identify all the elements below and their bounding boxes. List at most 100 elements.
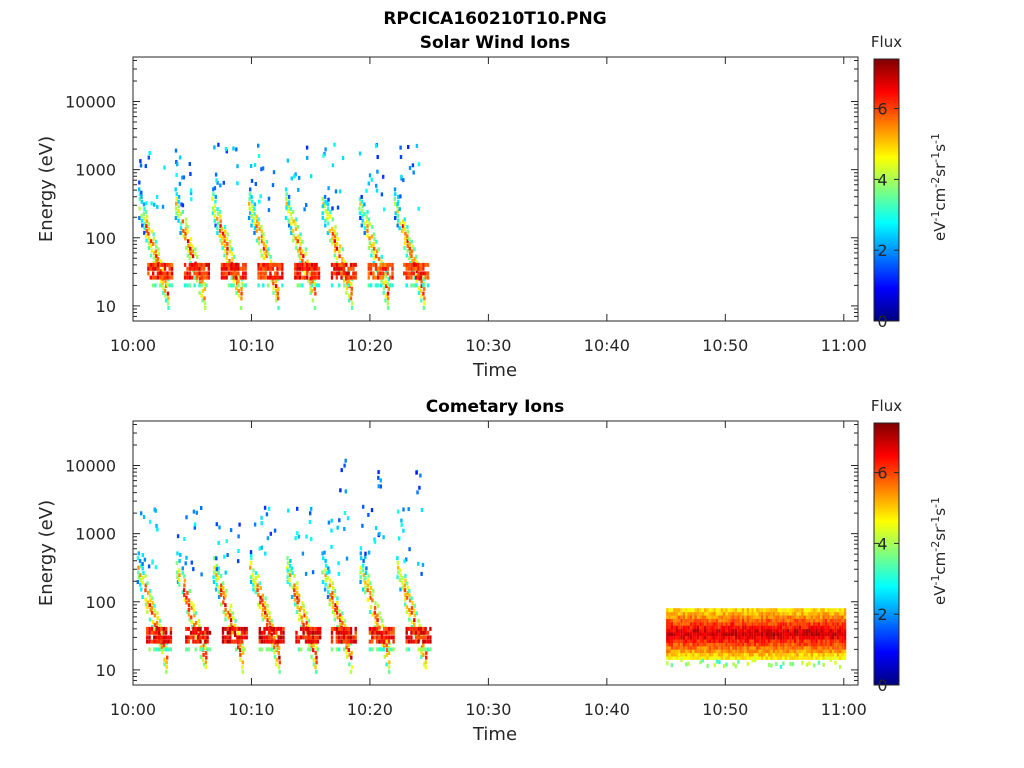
heatmap-cell xyxy=(784,655,787,660)
heatmap-cell xyxy=(340,639,343,644)
heatmap-cell xyxy=(367,573,370,578)
heatmap-cell xyxy=(286,575,289,580)
heatmap-cell xyxy=(746,652,749,657)
heatmap-cell xyxy=(713,638,716,643)
heatmap-cell xyxy=(394,201,397,206)
heatmap-cell xyxy=(677,635,681,640)
heatmap-cell xyxy=(689,618,693,623)
heatmap-cell xyxy=(403,602,407,607)
heatmap-cell xyxy=(203,282,206,287)
heatmap-cell xyxy=(156,262,160,267)
heatmap-cell xyxy=(277,646,281,651)
heatmap-cell xyxy=(758,615,761,619)
heatmap-cell xyxy=(813,608,816,613)
heatmap-cell xyxy=(775,632,778,636)
heatmap-cell xyxy=(749,645,752,650)
heatmap-cell xyxy=(335,246,339,251)
heatmap-cell xyxy=(817,660,821,665)
heatmap-cell xyxy=(155,244,158,249)
heatmap-cell xyxy=(751,635,754,640)
heatmap-cell xyxy=(313,282,317,287)
heatmap-cell xyxy=(398,536,401,541)
heatmap-cell xyxy=(834,632,837,636)
heatmap-cell xyxy=(213,209,217,214)
heatmap-cell xyxy=(411,244,414,249)
heatmap-cell xyxy=(310,275,314,280)
heatmap-cell xyxy=(410,239,413,244)
heatmap-cell xyxy=(360,194,363,199)
heatmap-cell xyxy=(225,275,228,280)
heatmap-cell xyxy=(786,652,790,657)
heatmap-cell xyxy=(161,650,164,655)
heatmap-cell xyxy=(813,611,816,616)
heatmap-cell xyxy=(770,618,773,623)
heatmap-cell xyxy=(366,228,369,233)
heatmap-cell xyxy=(399,145,402,150)
heatmap-cell xyxy=(296,600,299,605)
heatmap-cell xyxy=(794,625,797,630)
heatmap-cell xyxy=(779,642,783,647)
heatmap-cell xyxy=(137,551,140,556)
heatmap-cell xyxy=(713,652,716,657)
heatmap-cell xyxy=(342,262,346,267)
heatmap-cell xyxy=(197,639,200,644)
heatmap-cell xyxy=(291,571,294,576)
heatmap-cell xyxy=(808,608,811,613)
heatmap-cell xyxy=(737,635,740,640)
heatmap-cell xyxy=(177,199,180,204)
heatmap-cell xyxy=(162,630,165,635)
heatmap-cell xyxy=(328,569,331,574)
heatmap-cell xyxy=(682,615,686,619)
heatmap-cell xyxy=(765,652,768,657)
heatmap-cell xyxy=(268,611,271,616)
heatmap-cell xyxy=(737,638,740,643)
heatmap-cell xyxy=(801,625,804,630)
heatmap-cell xyxy=(408,607,411,612)
heatmap-cell xyxy=(217,575,220,580)
heatmap-cell xyxy=(360,199,364,204)
heatmap-cell xyxy=(687,625,690,630)
heatmap-cell xyxy=(772,608,776,613)
heatmap-cell xyxy=(276,271,279,276)
heatmap-cell xyxy=(673,608,676,613)
heatmap-cell xyxy=(371,612,374,617)
heatmap-cell xyxy=(791,662,795,667)
heatmap-cell xyxy=(330,544,333,549)
heatmap-cell xyxy=(706,615,709,619)
heatmap-cell xyxy=(143,221,146,226)
heatmap-cell xyxy=(165,669,168,674)
heatmap-cell xyxy=(215,573,218,578)
heatmap-cell xyxy=(817,632,821,636)
heatmap-cell xyxy=(822,652,825,657)
heatmap-cell xyxy=(666,618,669,623)
heatmap-cell xyxy=(166,282,169,287)
heatmap-cell xyxy=(333,142,336,147)
heatmap-cell xyxy=(369,262,373,267)
heatmap-cell xyxy=(768,611,771,616)
heatmap-cell xyxy=(349,626,353,631)
heatmap-cell xyxy=(831,645,835,650)
y-tick-label: 10 xyxy=(96,661,116,680)
heatmap-cell xyxy=(382,286,386,291)
heatmap-cell xyxy=(230,266,233,271)
heatmap-cell xyxy=(713,645,716,650)
heatmap-cell xyxy=(405,595,409,600)
heatmap-cell xyxy=(756,618,759,623)
heatmap-cell xyxy=(260,545,263,550)
heatmap-cell xyxy=(777,625,780,630)
heatmap-cell xyxy=(298,246,302,251)
heatmap-cell xyxy=(276,266,279,271)
heatmap-cell xyxy=(423,286,426,291)
heatmap-cell xyxy=(410,254,413,259)
heatmap-cell xyxy=(169,626,173,631)
heatmap-cell xyxy=(706,652,709,657)
heatmap-cell xyxy=(249,560,253,565)
heatmap-cell xyxy=(338,518,341,523)
heatmap-cell xyxy=(254,585,257,590)
heatmap-cell xyxy=(668,635,671,640)
heatmap-cell xyxy=(763,625,766,630)
heatmap-cell xyxy=(260,167,263,172)
heatmap-cell xyxy=(803,608,806,613)
heatmap-cell xyxy=(149,262,152,267)
heatmap-cell xyxy=(682,608,686,613)
